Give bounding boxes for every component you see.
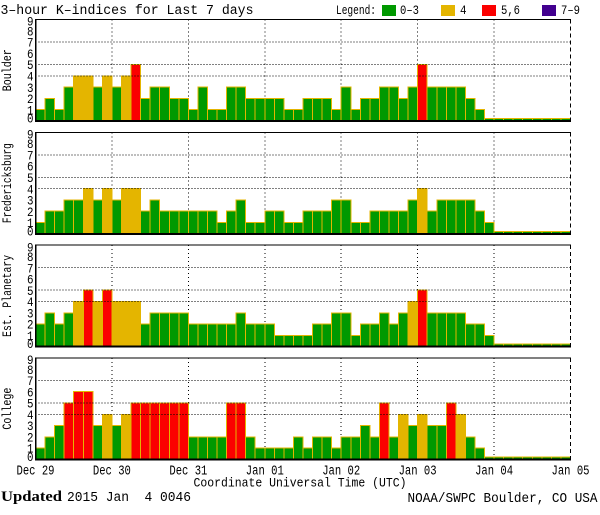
svg-text:Dec 29: Dec 29 [17, 465, 55, 480]
svg-text:8: 8 [27, 363, 34, 378]
svg-text:3–hour K–indices for Last 7 da: 3–hour K–indices for Last 7 days [1, 4, 254, 19]
svg-text:0–3: 0–3 [400, 3, 419, 18]
svg-text:2: 2 [27, 205, 34, 220]
svg-text:2: 2 [27, 318, 34, 333]
svg-text:Coordinate Universal Time (UTC: Coordinate Universal Time (UTC) [194, 476, 407, 491]
svg-text:7: 7 [27, 149, 34, 164]
svg-text:9: 9 [27, 353, 34, 368]
svg-text:3: 3 [27, 419, 34, 434]
svg-text:1: 1 [27, 216, 34, 231]
svg-text:5,6: 5,6 [501, 3, 520, 18]
svg-text:5: 5 [27, 284, 34, 299]
svg-text:9: 9 [27, 128, 34, 143]
svg-text:Dec 30: Dec 30 [93, 465, 131, 480]
svg-text:4: 4 [27, 408, 34, 423]
svg-text:Updated: Updated [1, 489, 62, 505]
svg-text:Fredericksburg: Fredericksburg [0, 143, 15, 223]
svg-text:Est. Planetary: Est. Planetary [0, 255, 15, 337]
svg-text:6: 6 [27, 385, 34, 400]
svg-text:6: 6 [27, 273, 34, 288]
svg-text:3: 3 [27, 81, 34, 96]
svg-text:3: 3 [27, 194, 34, 209]
svg-text:4: 4 [27, 70, 34, 85]
svg-text:4: 4 [27, 182, 34, 197]
svg-text:7: 7 [27, 36, 34, 51]
svg-text:4: 4 [460, 3, 467, 18]
svg-text:2015 Jan 4 0046: 2015 Jan 4 0046 [67, 491, 191, 506]
svg-text:Boulder: Boulder [0, 49, 15, 91]
svg-text:Jan 02: Jan 02 [322, 465, 360, 480]
svg-text:5: 5 [27, 58, 34, 73]
svg-text:8: 8 [27, 137, 34, 152]
svg-text:4: 4 [27, 295, 34, 310]
svg-text:2: 2 [27, 92, 34, 107]
svg-text:Jan 05: Jan 05 [552, 465, 590, 480]
svg-text:0: 0 [27, 337, 34, 352]
svg-text:3: 3 [27, 306, 34, 321]
svg-text:7: 7 [27, 261, 34, 276]
svg-text:2: 2 [27, 430, 34, 445]
svg-text:0: 0 [27, 224, 34, 239]
svg-text:7: 7 [27, 374, 34, 389]
svg-text:Jan 03: Jan 03 [399, 465, 437, 480]
svg-text:1: 1 [27, 442, 34, 457]
svg-text:Jan 04: Jan 04 [475, 465, 513, 480]
svg-text:6: 6 [27, 47, 34, 62]
svg-text:0: 0 [27, 112, 34, 127]
svg-text:9: 9 [27, 15, 34, 30]
svg-text:9: 9 [27, 240, 34, 255]
svg-text:College: College [0, 388, 15, 430]
svg-text:NOAA/SWPC Boulder, CO USA: NOAA/SWPC Boulder, CO USA [408, 492, 599, 507]
svg-text:Dec 31: Dec 31 [169, 465, 207, 480]
svg-text:8: 8 [27, 250, 34, 265]
svg-text:1: 1 [27, 329, 34, 344]
svg-text:5: 5 [27, 171, 34, 186]
svg-text:7–9: 7–9 [561, 3, 580, 18]
svg-text:5: 5 [27, 397, 34, 412]
svg-text:0: 0 [27, 450, 34, 465]
svg-text:8: 8 [27, 24, 34, 39]
svg-text:6: 6 [27, 160, 34, 175]
svg-text:Jan 01: Jan 01 [246, 465, 284, 480]
svg-text:1: 1 [27, 103, 34, 118]
svg-text:Legend:: Legend: [336, 3, 376, 18]
